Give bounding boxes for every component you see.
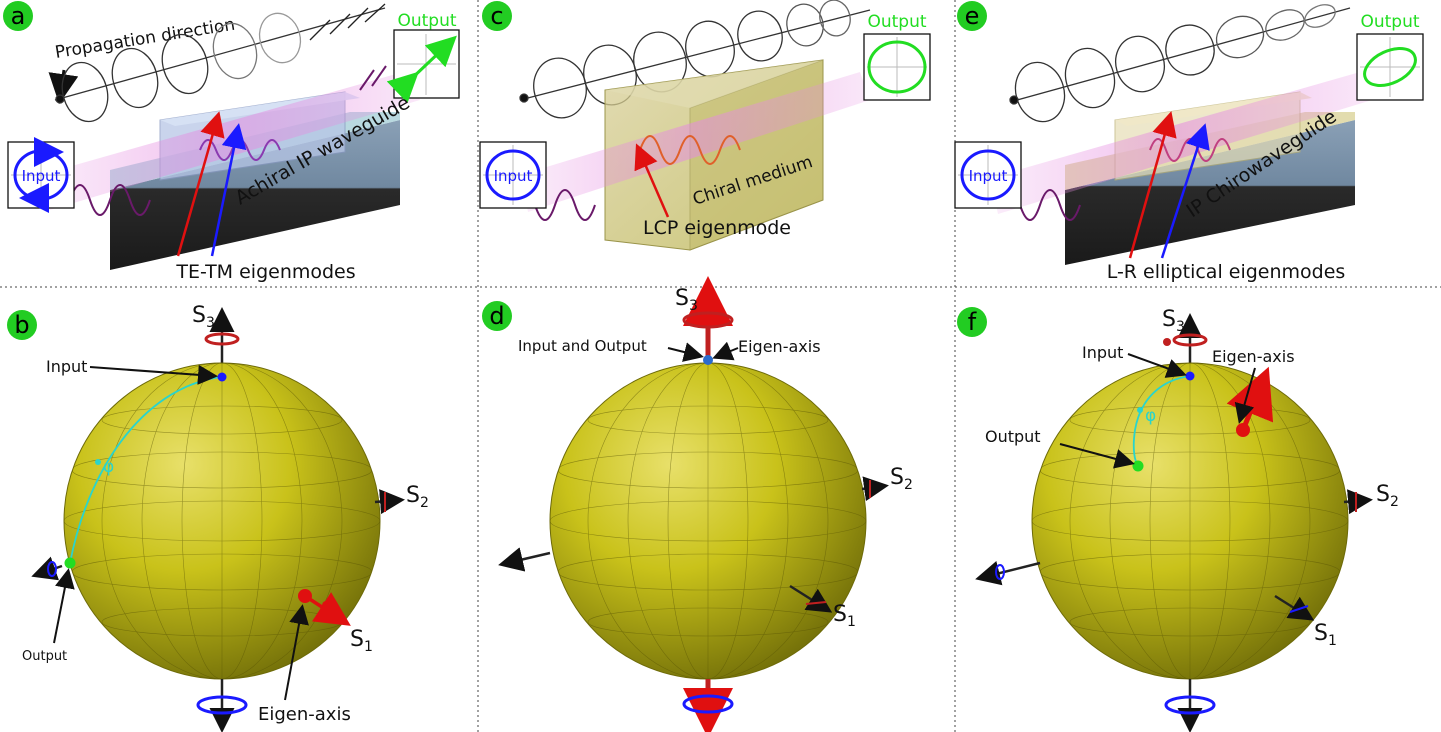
input-point-b <box>217 372 227 382</box>
output-point-f <box>1132 460 1144 472</box>
sphere-grid-b <box>64 363 380 679</box>
output-label-f: Output <box>985 427 1041 446</box>
io-label-d: Input and Output <box>518 337 647 355</box>
output-label-c: Output <box>867 12 926 32</box>
s3-rotation-ring-b <box>204 332 240 346</box>
s3-rotation-ring-f <box>1172 333 1208 347</box>
eigen-arrow-blue-e <box>1160 123 1210 259</box>
input-box-a: Input <box>7 137 75 213</box>
neg-s3-ring-b <box>196 695 248 715</box>
input-label-b: Input <box>46 357 87 376</box>
eigen-arrow-red-e <box>1128 111 1177 259</box>
s2-axis-d <box>861 476 889 502</box>
input-arrow-b <box>89 364 218 385</box>
badge-a-letter: a <box>11 2 26 30</box>
neg-s2-axis-f <box>975 561 1041 586</box>
panel-c: c Input <box>479 0 931 251</box>
s1-label-d: S1 <box>833 602 856 630</box>
panel-b: b φ <box>7 303 429 732</box>
output-box-c: Output <box>863 12 931 101</box>
input-box-e: Input <box>954 141 1022 209</box>
s2-label-b: S2 <box>406 483 429 511</box>
badge-b <box>7 310 37 340</box>
input-label-f: Input <box>1082 343 1123 362</box>
input-label-e: Input <box>969 167 1008 185</box>
output-label-b: Output <box>22 649 67 664</box>
eigen-pointer-b <box>284 604 309 701</box>
eigen-pointer-f <box>1234 367 1256 424</box>
output-box-e: Output <box>1356 12 1424 101</box>
panel-f: f φ S3 S2 <box>957 307 1399 732</box>
phi-arc-f <box>1132 375 1191 466</box>
polarization-train-a <box>54 3 386 123</box>
panel-a: a Propagation direction <box>3 1 460 283</box>
badge-d-letter: d <box>489 302 504 330</box>
eigenmode-label-a: TE-TM eigenmodes <box>175 261 355 283</box>
phi-arc-b <box>69 376 223 564</box>
input-box-c: Input <box>479 141 547 209</box>
input-point-f <box>1185 371 1195 381</box>
s1-label-f: S1 <box>1314 621 1337 649</box>
neg-s3-ring-f <box>1164 695 1216 715</box>
badge-e <box>957 1 987 31</box>
badge-f <box>957 307 987 337</box>
eigen-label-d: Eigen-axis <box>738 337 821 356</box>
eigen-arrow-blue-a <box>210 123 247 257</box>
output-arrow-f <box>1059 443 1135 469</box>
output-point-b <box>64 557 76 569</box>
s3-label-d: S3 <box>675 286 698 314</box>
badge-a <box>3 1 33 31</box>
propagation-label: Propagation direction <box>54 15 237 63</box>
eigen-label-b: Eigen-axis <box>258 704 351 725</box>
eigen-arrow-red-c <box>634 143 670 218</box>
io-point-d <box>703 355 713 365</box>
eigen-label-f: Eigen-axis <box>1212 347 1295 366</box>
output-box-a: Output <box>386 11 460 104</box>
eigen-arrow-red-a <box>176 111 225 257</box>
io-arrow-d <box>667 342 704 362</box>
panel-d: d S3 S2 S1 Input and Output Eigen-axis <box>482 276 913 732</box>
output-arrow-b <box>53 568 75 644</box>
eigen-axis-b <box>304 592 351 626</box>
eigenmode-label-e: L-R elliptical eigenmodes <box>1107 261 1346 283</box>
neg-s3-ring-d <box>682 694 734 714</box>
s3-label-b: S3 <box>192 303 215 331</box>
polarization-train-e <box>1009 4 1351 123</box>
s1-label-b: S1 <box>350 627 373 655</box>
badge-e-letter: e <box>965 2 980 30</box>
eigen-arrow-d <box>712 341 739 361</box>
s2-label-f: S2 <box>1376 482 1399 510</box>
input-label-c: Input <box>494 167 533 185</box>
phi-label-f: φ <box>1145 406 1156 426</box>
badge-d <box>482 301 512 331</box>
neg-s2-axis-d <box>498 547 551 572</box>
badge-c-letter: c <box>490 2 503 30</box>
input-label-a: Input <box>22 167 61 185</box>
phi-label-b: φ <box>103 457 114 477</box>
output-label-e: Output <box>1360 12 1419 32</box>
badge-c <box>482 1 512 31</box>
eigenmode-label-c: LCP eigenmode <box>643 217 791 239</box>
s2-label-d: S2 <box>890 465 913 493</box>
s1-axis-f <box>1274 594 1315 621</box>
badge-f-letter: f <box>968 308 977 336</box>
input-arrow-f <box>1127 353 1187 378</box>
s3-label-f: S3 <box>1162 307 1185 335</box>
s3-rotation-ring-d <box>682 311 734 329</box>
s1-axis-d <box>789 584 833 613</box>
output-label-a: Output <box>397 11 456 31</box>
s2-axis-b <box>374 489 405 515</box>
badge-b-letter: b <box>14 311 29 339</box>
panel-e: e Input <box>954 1 1424 283</box>
